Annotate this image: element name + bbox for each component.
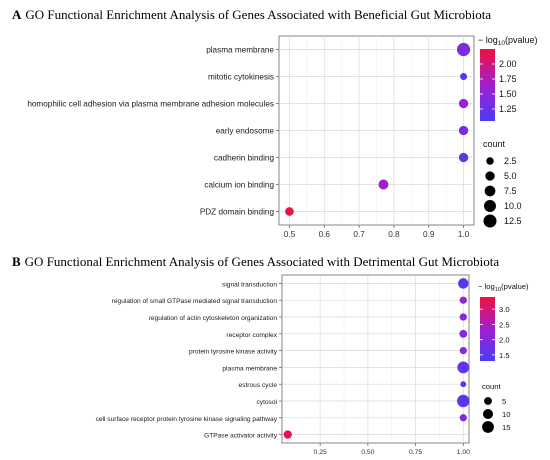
panel-b-x-ticks: 0.25 0.50 0.75 1.00 (314, 443, 470, 456)
panel-a: A GO Functional Enrichment Analysis of Ge… (12, 7, 538, 239)
size-legend-dot (486, 157, 494, 165)
size-legend-dot (485, 171, 495, 181)
panel-b-title-text: GO Functional Enrichment Analysis of Gen… (25, 254, 500, 269)
size-legend-label: 2.5 (504, 156, 517, 166)
category-label: homophilic cell adhesion via plasma memb… (27, 100, 274, 109)
panel-a-color-legend-title: − log10(pvalue) (478, 35, 538, 47)
color-tick-label: 2.5 (499, 320, 510, 329)
data-point (457, 361, 470, 374)
panel-a-title: A GO Functional Enrichment Analysis of Ge… (12, 7, 491, 22)
data-point (459, 296, 467, 304)
size-legend-dot (484, 185, 496, 197)
panel-b-color-bar (480, 297, 495, 361)
size-legend-label: 15 (502, 423, 510, 432)
data-point (458, 152, 469, 163)
x-tick-label: 1.0 (458, 230, 470, 239)
panel-b-size-legend: 5 10 15 (482, 397, 510, 433)
category-label: early endosome (216, 127, 275, 136)
x-tick-label: 0.50 (361, 449, 374, 456)
data-point (459, 414, 467, 422)
category-label: cytosol (256, 399, 277, 406)
panel-a-grid (279, 36, 474, 225)
size-legend-label: 7.5 (504, 186, 517, 196)
size-legend-dot (482, 421, 494, 433)
data-point (378, 179, 389, 190)
category-label: calcium ion binding (204, 181, 274, 190)
category-label: PDZ domain binding (200, 208, 275, 217)
color-tick-label: 1.5 (499, 351, 510, 360)
data-point (458, 125, 469, 136)
size-legend-label: 12.5 (504, 216, 522, 226)
x-tick-label: 0.8 (388, 230, 400, 239)
panel-b: B GO Functional Enrichment Analysis of Ge… (12, 254, 529, 456)
category-label: cadherin binding (214, 154, 275, 163)
panel-a-size-legend: 2.5 5.0 7.5 10.0 12.5 (483, 156, 522, 228)
x-tick-label: 0.7 (353, 230, 365, 239)
color-tick-label: 3.0 (499, 305, 510, 314)
x-tick-label: 0.6 (319, 230, 331, 239)
panel-b-grid (282, 275, 469, 443)
category-label: regulation of small GTPase mediated sign… (112, 298, 278, 305)
data-point (285, 207, 294, 216)
color-tick-label: 1.75 (499, 74, 517, 84)
panel-a-color-legend-ticks: 2.00 1.75 1.50 1.25 (480, 59, 517, 114)
size-legend-label: 10 (502, 410, 510, 419)
size-legend-label: 10.0 (504, 201, 522, 211)
x-tick-label: 0.5 (284, 230, 296, 239)
panel-b-color-legend-title: − log10(pvalue) (478, 282, 529, 293)
size-legend-dot (483, 214, 497, 228)
category-label: estrous cycle (239, 382, 278, 389)
data-point (460, 381, 467, 388)
category-label: mitotic cytokinesis (208, 73, 274, 82)
panel-b-legends: − log10(pvalue) 3.0 2.5 2.0 1.5 count 5 10 15 (478, 282, 529, 433)
panel-a-x-ticks: 0.5 0.6 0.7 0.8 0.9 1.0 (284, 225, 470, 239)
data-point (460, 73, 468, 80)
data-point (283, 430, 292, 439)
size-legend-dot (482, 408, 494, 420)
panel-b-label: B (12, 254, 21, 269)
panel-b-title: B GO Functional Enrichment Analysis of Ge… (12, 254, 499, 269)
category-label: GTPase activator activity (204, 433, 278, 440)
category-label: regulation of actin cytoskeleton organiz… (149, 315, 278, 322)
panel-a-size-legend-title: count (483, 139, 506, 149)
data-point (458, 98, 469, 109)
panel-a-title-text: GO Functional Enrichment Analysis of Gen… (25, 7, 491, 22)
x-tick-label: 0.75 (409, 449, 422, 456)
color-tick-label: 1.50 (499, 89, 517, 99)
panel-b-category-labels: signal transduction regulation of small G… (96, 281, 282, 440)
size-legend-dot (484, 200, 496, 212)
x-tick-label: 0.9 (423, 230, 435, 239)
size-legend-label: 5.0 (504, 171, 517, 181)
panel-b-size-legend-title: count (482, 382, 501, 391)
category-label: protein tyrosine kinase activity (189, 349, 278, 356)
category-label: plasma membrane (222, 365, 277, 372)
x-tick-label: 0.25 (314, 449, 327, 456)
data-point (456, 42, 471, 57)
panel-b-color-legend-ticks: 3.0 2.5 2.0 1.5 (480, 305, 510, 360)
category-label: signal transduction (222, 281, 277, 288)
category-label: receptor complex (226, 332, 277, 339)
data-point (458, 278, 469, 289)
color-tick-label: 2.0 (499, 336, 510, 345)
panel-a-points (285, 42, 471, 216)
panel-a-category-labels: plasma membrane mitotic cytokinesis homoph… (27, 46, 279, 217)
size-legend-dot (484, 397, 492, 405)
panel-a-color-bar (480, 49, 495, 121)
size-legend-label: 5 (502, 397, 506, 406)
color-tick-label: 1.25 (499, 104, 517, 114)
panel-a-label: A (12, 7, 22, 22)
panel-b-plot-area (281, 274, 470, 444)
x-tick-label: 1.00 (457, 449, 470, 456)
panel-a-legends: − log10(pvalue) 2.00 1.75 1.50 1.25 count 2… (478, 35, 538, 228)
panel-b-points (283, 278, 470, 439)
color-tick-label: 2.00 (499, 59, 517, 69)
data-point (459, 346, 467, 355)
data-point (459, 313, 467, 321)
category-label: plasma membrane (206, 46, 274, 55)
data-point (459, 329, 468, 338)
data-point (457, 394, 470, 408)
category-label: cell surface receptor protein tyrosine k… (96, 416, 278, 423)
